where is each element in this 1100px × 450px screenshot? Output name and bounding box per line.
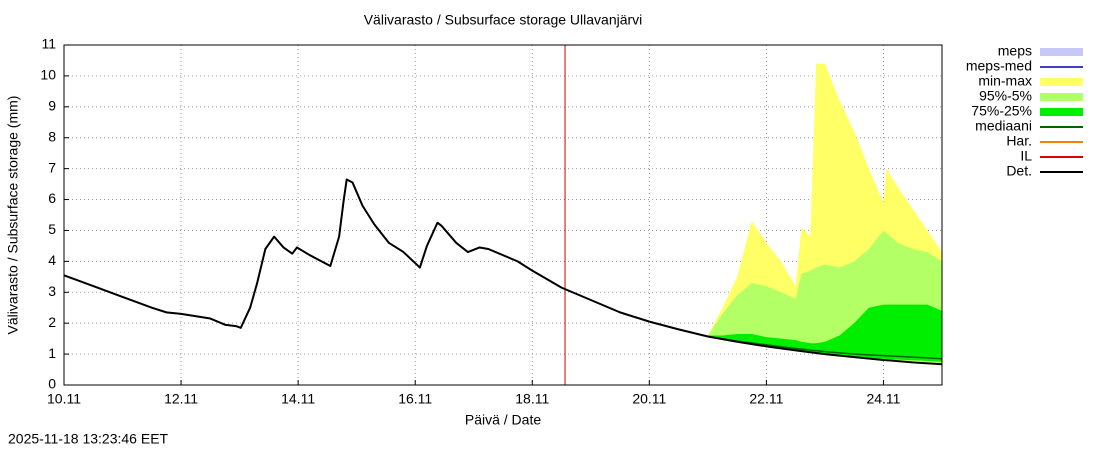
legend-label: 75%-25% xyxy=(971,103,1032,119)
legend-label: 95%-5% xyxy=(979,88,1032,104)
y-tick-label: 2 xyxy=(48,314,56,330)
legend-label: mediaani xyxy=(975,118,1032,134)
legend-swatch xyxy=(1040,93,1083,101)
x-tick-label: 14.11 xyxy=(281,391,315,407)
x-tick-label: 16.11 xyxy=(398,391,432,407)
legend-swatch xyxy=(1040,48,1083,56)
legend-label: Har. xyxy=(1006,133,1032,149)
x-tick-label: 10.11 xyxy=(47,391,81,407)
legend-label: meps xyxy=(998,43,1032,59)
y-tick-label: 11 xyxy=(41,36,56,52)
band xyxy=(707,304,942,362)
y-tick-label: 8 xyxy=(48,128,56,144)
y-tick-label: 3 xyxy=(48,283,56,299)
y-tick-label: 6 xyxy=(48,190,56,206)
x-axis-label: Päivä / Date xyxy=(465,412,541,428)
legend-label: meps-med xyxy=(966,58,1032,74)
x-tick-label: 20.11 xyxy=(632,391,666,407)
y-tick-label: 10 xyxy=(40,67,56,83)
x-tick-label: 24.11 xyxy=(866,391,900,407)
legend-swatch xyxy=(1040,78,1083,86)
y-axis-label: Välivarasto / Subsurface storage (mm) xyxy=(5,96,21,335)
legend-label: Det. xyxy=(1006,163,1032,179)
x-tick-label: 18.11 xyxy=(515,391,549,407)
y-tick-label: 5 xyxy=(48,221,56,237)
chart-title: Välivarasto / Subsurface storage Ullavan… xyxy=(364,12,643,28)
y-tick-label: 0 xyxy=(48,376,56,392)
x-tick-label: 12.11 xyxy=(164,391,198,407)
y-tick-label: 4 xyxy=(48,252,56,268)
x-tick-label: 22.11 xyxy=(749,391,783,407)
legend-swatch xyxy=(1040,108,1083,116)
plot-frame xyxy=(63,44,943,386)
legend-label: min-max xyxy=(978,73,1032,89)
y-tick-label: 9 xyxy=(48,98,56,114)
y-tick-label: 1 xyxy=(48,345,56,361)
legend-label: IL xyxy=(1020,148,1032,164)
y-tick-label: 7 xyxy=(48,159,56,175)
line xyxy=(63,178,943,366)
timestamp: 2025-11-18 13:23:46 EET xyxy=(8,431,169,447)
